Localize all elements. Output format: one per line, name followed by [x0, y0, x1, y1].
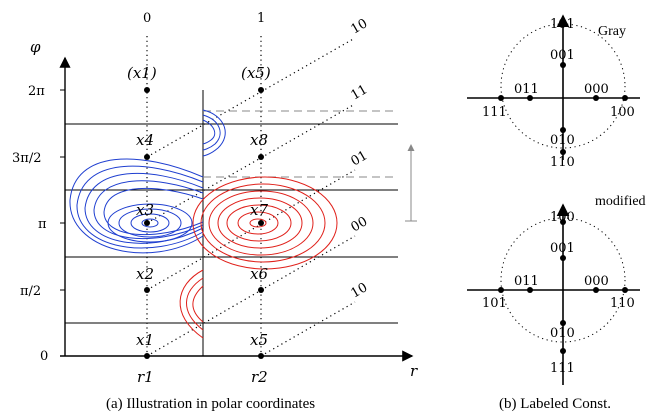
caption-b: (b) Labeled Const. [499, 396, 611, 412]
y-tick-0: 0 [40, 349, 48, 364]
gray-label-100: 100 [610, 105, 635, 120]
label-x2: x2 [136, 265, 154, 283]
label-x5: x5 [250, 331, 268, 349]
label-x6: x6 [250, 265, 268, 283]
y-tick-3pi2: 3π/2 [12, 151, 41, 166]
diag-label-01: 01 [349, 148, 371, 169]
mod-label-000: 000 [584, 274, 609, 289]
label-x3: x3 [136, 201, 154, 219]
label-x5-paren: (x5) [241, 64, 271, 82]
x-tick-r2: r2 [251, 368, 268, 386]
caption-a: (a) Illustration in polar coordinates [106, 396, 315, 412]
red-contours [179, 176, 338, 339]
y-tick-pi: π [38, 217, 47, 232]
y-tick-2pi: 2π [28, 84, 45, 99]
label-x7: x7 [250, 201, 268, 219]
panel-b-bottom: modified 100 001 011 000 101 110 010 111… [467, 194, 646, 412]
label-x1: x1 [136, 331, 154, 349]
gray-title: Gray [598, 24, 626, 39]
label-x4: x4 [136, 131, 154, 149]
mod-label-101: 101 [482, 296, 507, 311]
diag-label-10-top: 10 [349, 16, 371, 37]
x-axis-label: r [410, 362, 418, 380]
top-bit-1: 1 [257, 11, 265, 26]
diag-label-11: 11 [349, 82, 371, 103]
top-bit-0: 0 [143, 11, 151, 26]
panel-a: φ r 2π 3π/2 π π/2 0 [12, 11, 418, 412]
mod-label-011: 011 [514, 274, 539, 289]
blue-contours [69, 109, 226, 254]
mod-label-111: 111 [550, 361, 575, 376]
dotted-columns [146, 36, 262, 356]
mod-label-010: 010 [550, 326, 575, 341]
mod-label-001: 001 [550, 241, 575, 256]
dotted-diagonals [146, 37, 356, 357]
gray-label-101: 101 [550, 17, 575, 32]
diag-label-00: 00 [349, 214, 371, 235]
shift-annotation [203, 110, 417, 222]
label-x8: x8 [250, 131, 268, 149]
label-x1-paren: (x1) [127, 64, 157, 82]
gray-label-010: 010 [550, 133, 575, 148]
panel-b-top: Gray 101 001 011 000 111 100 010 110 [467, 14, 640, 170]
diag-label-10-bottom: 10 [349, 280, 371, 301]
y-axis-label: φ [30, 38, 41, 56]
modified-title: modified [595, 194, 646, 209]
x-tick-r1: r1 [137, 368, 154, 386]
gray-label-111: 111 [482, 105, 507, 120]
y-ticks [60, 89, 65, 291]
gray-label-011: 011 [514, 82, 539, 97]
gray-label-110: 110 [550, 155, 575, 170]
gray-label-001: 001 [550, 48, 575, 63]
mod-label-100: 100 [550, 210, 575, 225]
gray-label-000: 000 [584, 82, 609, 97]
mod-label-110: 110 [610, 296, 635, 311]
points [144, 87, 264, 359]
y-tick-pi2: π/2 [20, 284, 41, 299]
